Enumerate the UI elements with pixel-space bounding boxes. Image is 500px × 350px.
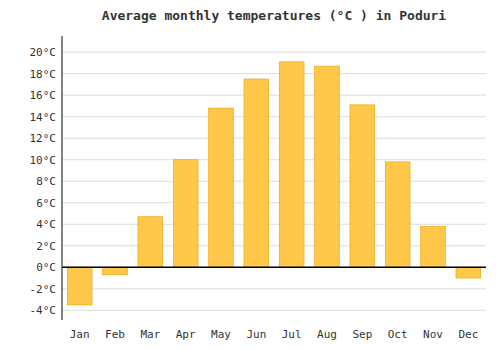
x-tick-label: Jul [282, 328, 302, 341]
x-tick-label: Nov [423, 328, 443, 341]
x-tick-label: Apr [176, 328, 196, 341]
x-tick-label: Jan [70, 328, 90, 341]
x-tick-label: Oct [388, 328, 408, 341]
grid-line [62, 138, 486, 139]
bar [315, 66, 340, 267]
bars [67, 62, 480, 305]
grid-line [62, 224, 486, 225]
bar [173, 160, 198, 268]
y-tick-label: 8°C [36, 175, 56, 188]
bar [456, 267, 481, 278]
grid-line [62, 267, 486, 268]
x-tick-label: Dec [458, 328, 478, 341]
y-tick-label: 14°C [30, 111, 57, 124]
grid-line [62, 116, 486, 117]
x-tick-label: May [211, 328, 231, 341]
y-tick-label: 6°C [36, 197, 56, 210]
y-axis-line [61, 36, 62, 320]
x-tick-label: Sep [352, 328, 372, 341]
grid-line [62, 159, 486, 160]
x-tick-label: Jun [246, 328, 266, 341]
grid-line [62, 73, 486, 74]
y-tick-label: -4°C [30, 304, 57, 317]
y-tick-label: 2°C [36, 240, 56, 253]
y-tick-label: 20°C [30, 46, 57, 59]
x-tick-label: Feb [105, 328, 125, 341]
y-tick-label: 18°C [30, 68, 57, 81]
y-tick-label: 4°C [36, 218, 56, 231]
x-tick-label: Mar [140, 328, 160, 341]
y-tick-label: 12°C [30, 132, 57, 145]
bar [244, 79, 269, 267]
grid-line [62, 288, 486, 289]
chart: Average monthly temperatures (°C ) in Po… [0, 0, 500, 350]
y-tick-label: -2°C [30, 283, 57, 296]
grid-line [62, 202, 486, 203]
x-tick-label: Aug [317, 328, 337, 341]
grid-line [62, 310, 486, 311]
bar [138, 217, 163, 268]
grid-line [62, 52, 486, 53]
bar [421, 226, 446, 267]
bar [103, 267, 128, 275]
bar [279, 62, 304, 267]
bar [350, 105, 375, 267]
y-tick-label: 10°C [30, 154, 57, 167]
bar [209, 108, 234, 267]
title: Average monthly temperatures (°C ) in Po… [102, 8, 447, 23]
grid [62, 52, 486, 310]
zero-line [62, 267, 486, 269]
bar [67, 267, 92, 305]
y-tick-label: 16°C [30, 89, 57, 102]
grid-line [62, 95, 486, 96]
bar [385, 162, 410, 267]
grid-line [62, 181, 486, 182]
y-tick-label: 0°C [36, 261, 56, 274]
